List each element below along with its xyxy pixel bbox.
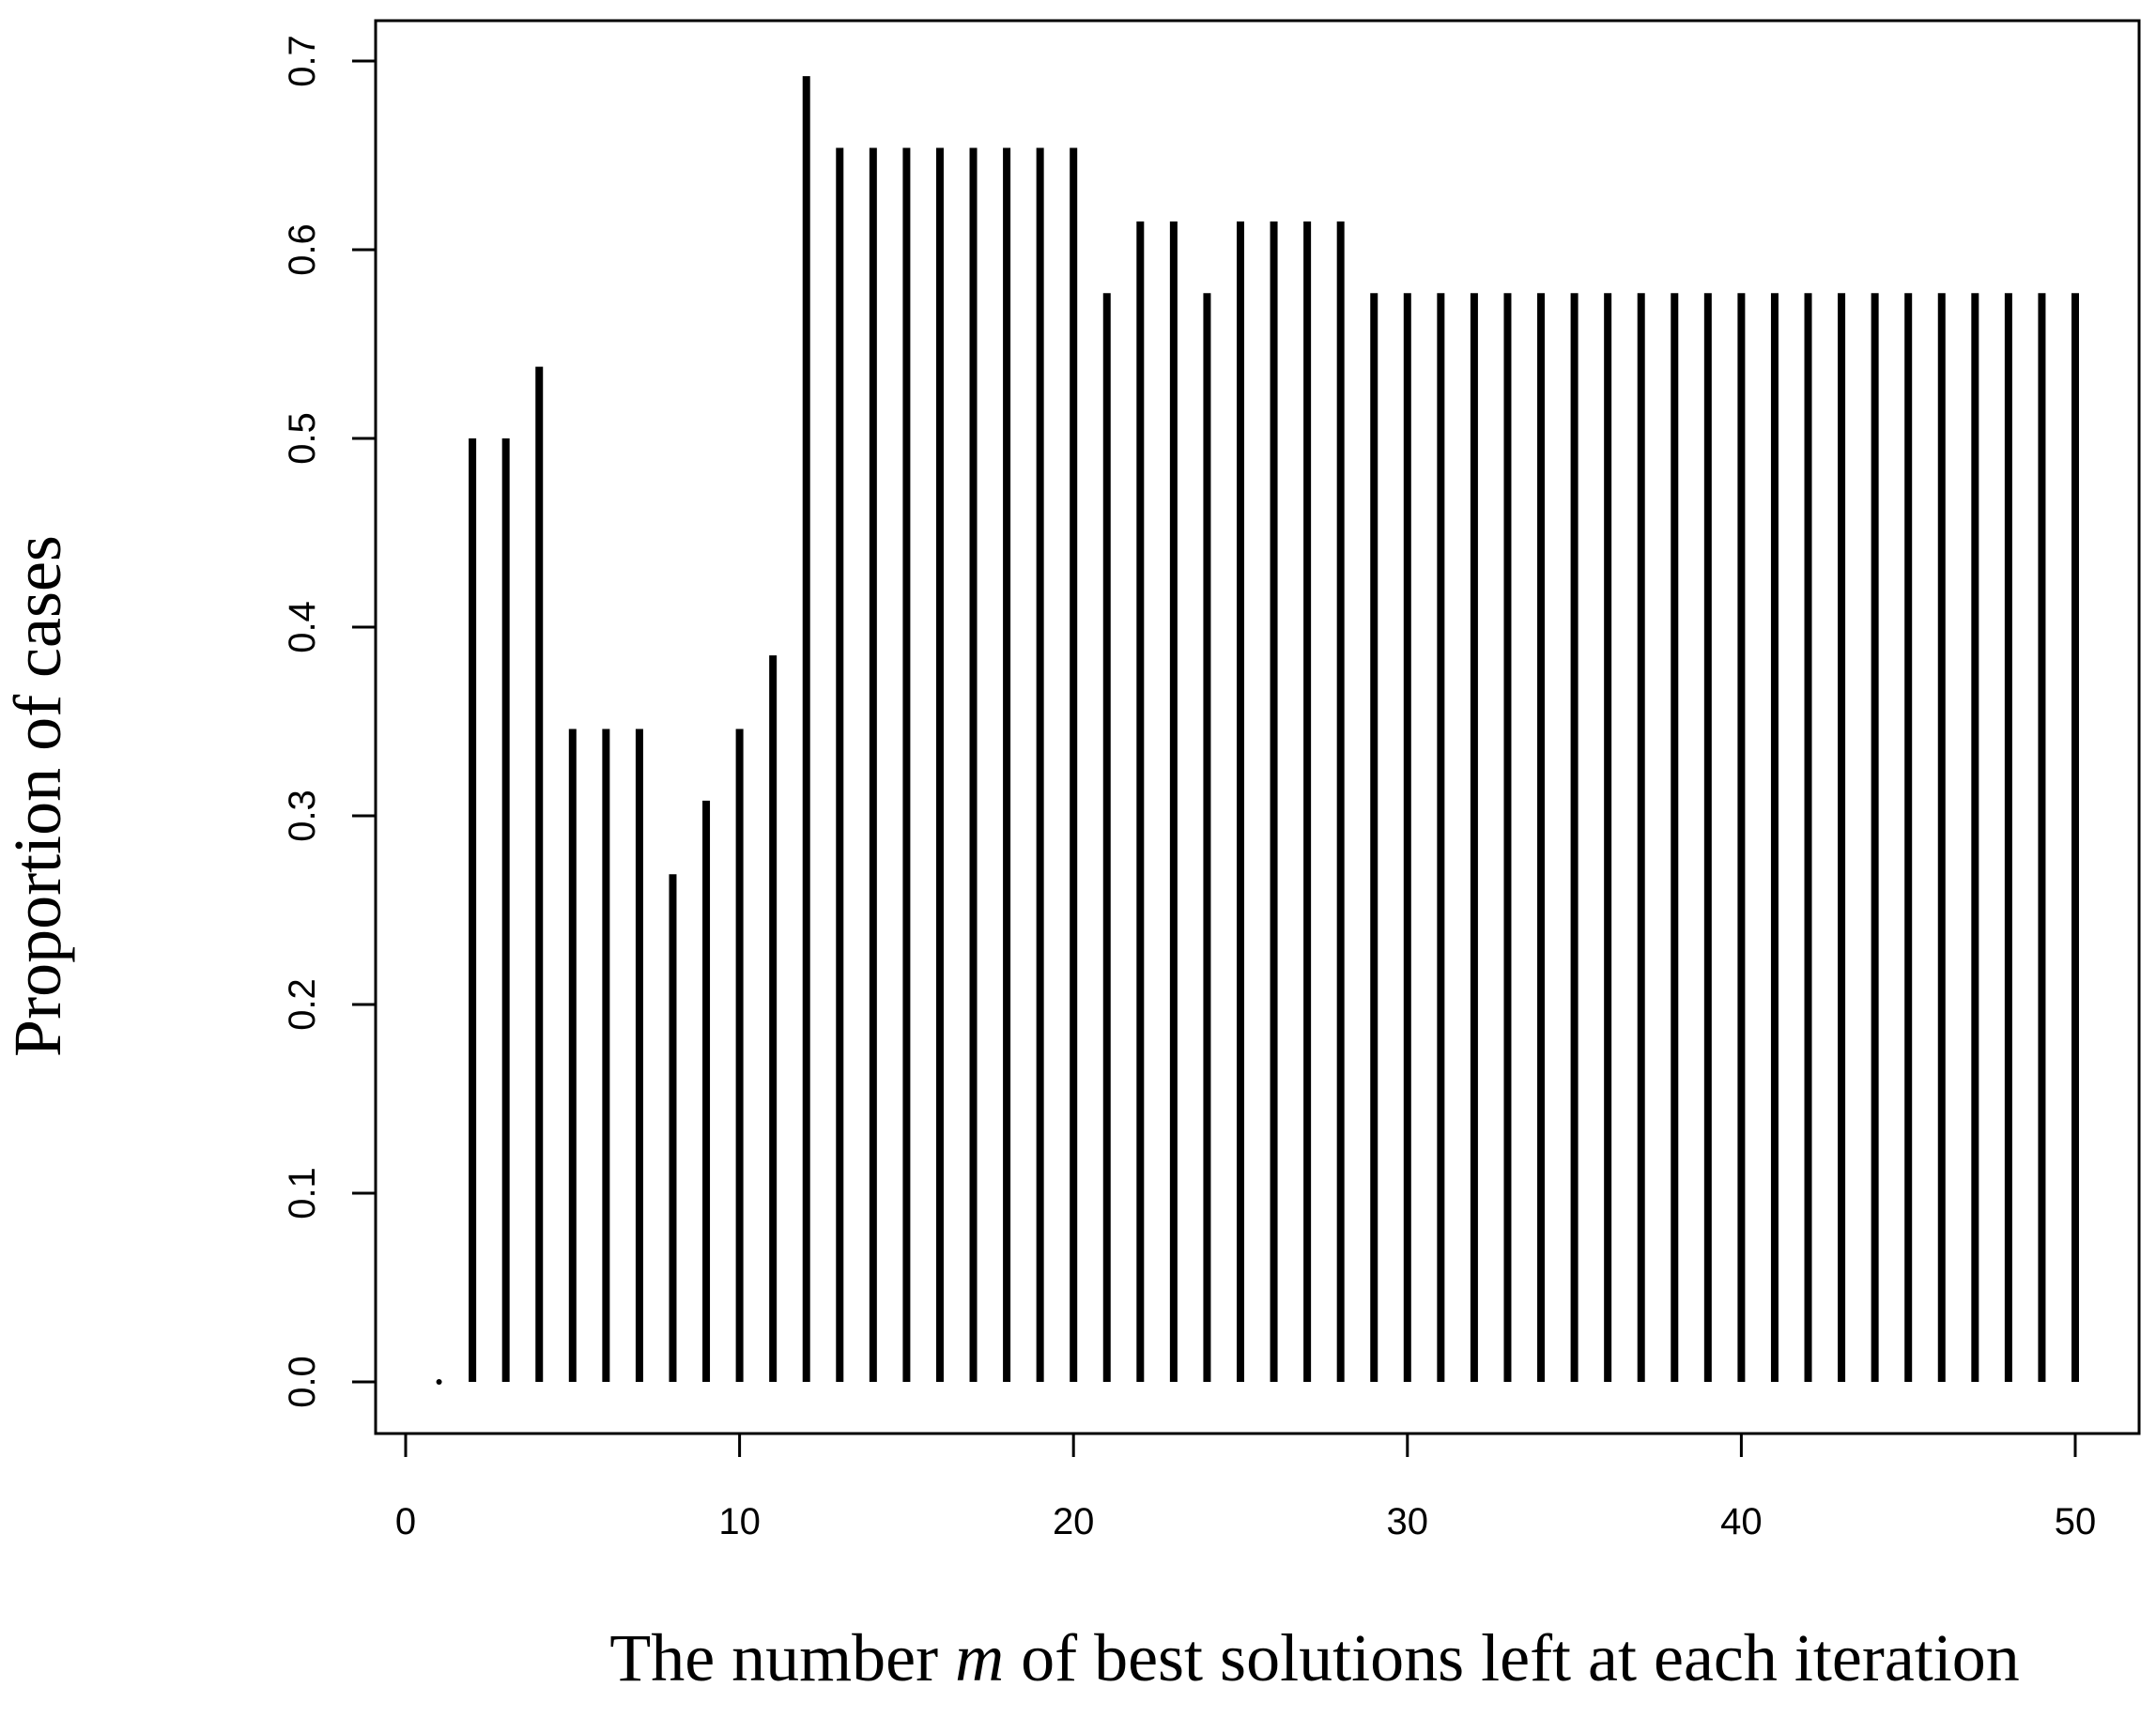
y-tick-label: 0.5 <box>282 412 323 465</box>
x-axis-title: The number m of best solutions left at e… <box>609 1620 2020 1695</box>
x-tick-label: 40 <box>1720 1501 1763 1542</box>
x-tick-label: 50 <box>2055 1501 2097 1542</box>
bar <box>436 1379 442 1385</box>
x-tick-label: 20 <box>1053 1501 1095 1542</box>
x-tick-label: 30 <box>1387 1501 1429 1542</box>
x-tick-label: 0 <box>395 1501 416 1542</box>
y-tick-label: 0.3 <box>282 790 323 842</box>
y-tick-label: 0.2 <box>282 978 323 1031</box>
x-tick-label: 10 <box>718 1501 761 1542</box>
y-tick-label: 0.7 <box>282 35 323 87</box>
x-axis: 0 10 20 30 40 50 <box>395 1432 2097 1542</box>
y-axis-title: Proportion of cases <box>0 535 75 1057</box>
x-axis-title-part: The number <box>609 1620 955 1695</box>
x-axis-title-part: m <box>955 1620 1004 1695</box>
bar-series <box>436 76 2079 1385</box>
y-tick-label: 0.0 <box>282 1356 323 1408</box>
y-tick-label: 0.6 <box>282 223 323 276</box>
x-axis-title-part: of best solutions left at each iteration <box>1004 1620 2020 1695</box>
y-tick-label: 0.1 <box>282 1167 323 1219</box>
y-axis: 0.0 0.1 0.2 0.3 0.4 0.5 0.6 0.7 <box>282 35 377 1408</box>
y-tick-label: 0.4 <box>282 601 323 653</box>
